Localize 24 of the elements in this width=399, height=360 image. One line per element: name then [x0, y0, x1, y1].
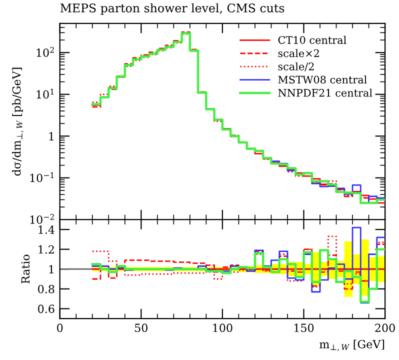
legend-label: scale×2 [278, 49, 319, 58]
chart-title: MEPS parton shower level, CMS cuts [60, 3, 284, 15]
y-tick-label: 1 [49, 265, 54, 274]
x-axis-title: m$_{⊥,W}$ [GeV] [320, 340, 384, 352]
x-tick-label: 150 [294, 324, 314, 332]
y-tick-label: 10$^{2}$ [36, 46, 54, 57]
y-tick-label: 0.6 [38, 304, 54, 314]
x-tick-label: 50 [135, 324, 148, 332]
y-axis-title: Ratio [21, 254, 30, 284]
y-axis-title: dσ/dm$_{⊥,W}$ [pb/GeV] [12, 68, 24, 176]
legend-label: MSTW08 central [278, 76, 367, 84]
y-tick-label: 10$^{−2}$ [30, 214, 54, 224]
y-tick-label: 10$^{1}$ [36, 88, 54, 99]
x-tick-label: 100 [213, 324, 232, 332]
legend-label: NNPDF21 central [278, 88, 372, 97]
legend-label: scale/2 [278, 62, 314, 72]
y-tick-label: 1.4 [38, 225, 54, 234]
y-tick-label: 1 [49, 132, 54, 140]
y-tick-label: 0.8 [38, 284, 54, 294]
y-tick-label: 1.2 [38, 245, 54, 254]
legend-label: CT10 central [278, 36, 346, 44]
x-tick-label: 200 [375, 324, 395, 332]
y-tick-label: 10$^{−1}$ [30, 172, 54, 182]
x-tick-label: 0 [57, 324, 63, 332]
